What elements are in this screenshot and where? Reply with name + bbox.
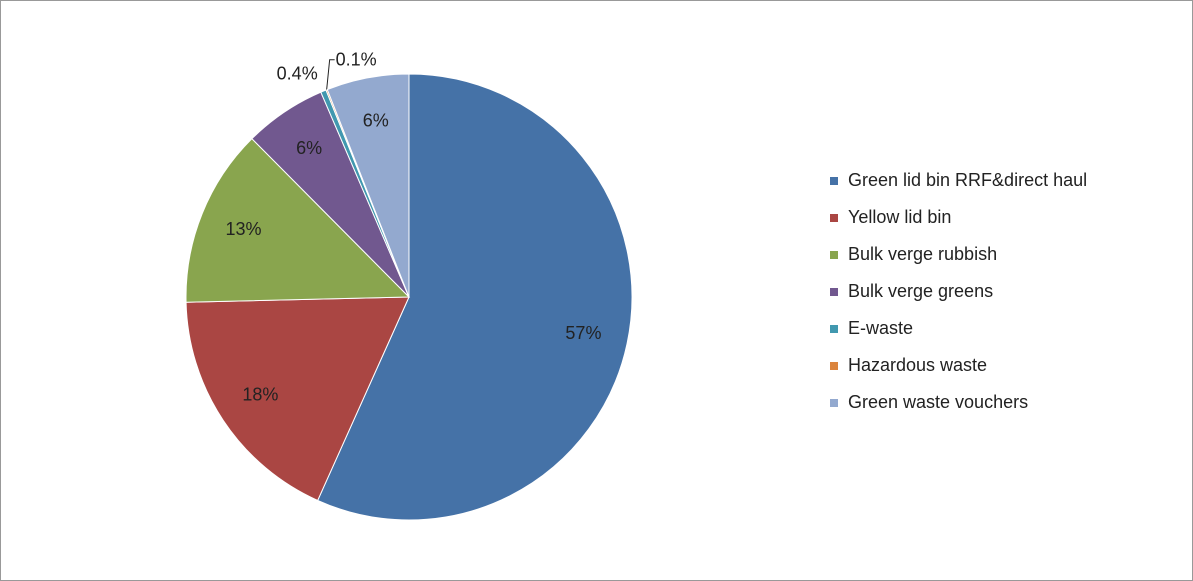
- legend-label: Bulk verge greens: [848, 281, 993, 301]
- pie-slice: [185, 137, 411, 303]
- legend-label: Green lid bin RRF&direct haul: [848, 170, 1087, 190]
- leader-line: [326, 59, 335, 90]
- legend-label: Bulk verge rubbish: [848, 244, 997, 264]
- data-label: 0.4%: [277, 64, 318, 84]
- legend-swatch: [830, 288, 838, 296]
- legend-label: Green waste vouchers: [848, 392, 1028, 412]
- data-label: 13%: [226, 219, 262, 239]
- legend-label: Hazardous waste: [848, 355, 987, 375]
- pie-slice: [316, 73, 633, 521]
- legend-label: Yellow lid bin: [848, 207, 951, 227]
- legend-swatch: [830, 214, 838, 222]
- legend-swatch: [830, 325, 838, 333]
- legend-swatch: [830, 177, 838, 185]
- legend-swatch: [830, 251, 838, 259]
- legend-label: E-waste: [848, 318, 913, 338]
- data-label: 0.1%: [336, 50, 377, 70]
- data-label: 18%: [242, 384, 278, 404]
- pie-slice: [326, 73, 410, 298]
- legend-swatch: [830, 362, 838, 370]
- data-label: 57%: [565, 323, 601, 343]
- data-label: 6%: [363, 110, 389, 130]
- data-label: 6%: [296, 138, 322, 158]
- legend-swatch: [830, 399, 838, 407]
- pie-slice: [185, 296, 410, 502]
